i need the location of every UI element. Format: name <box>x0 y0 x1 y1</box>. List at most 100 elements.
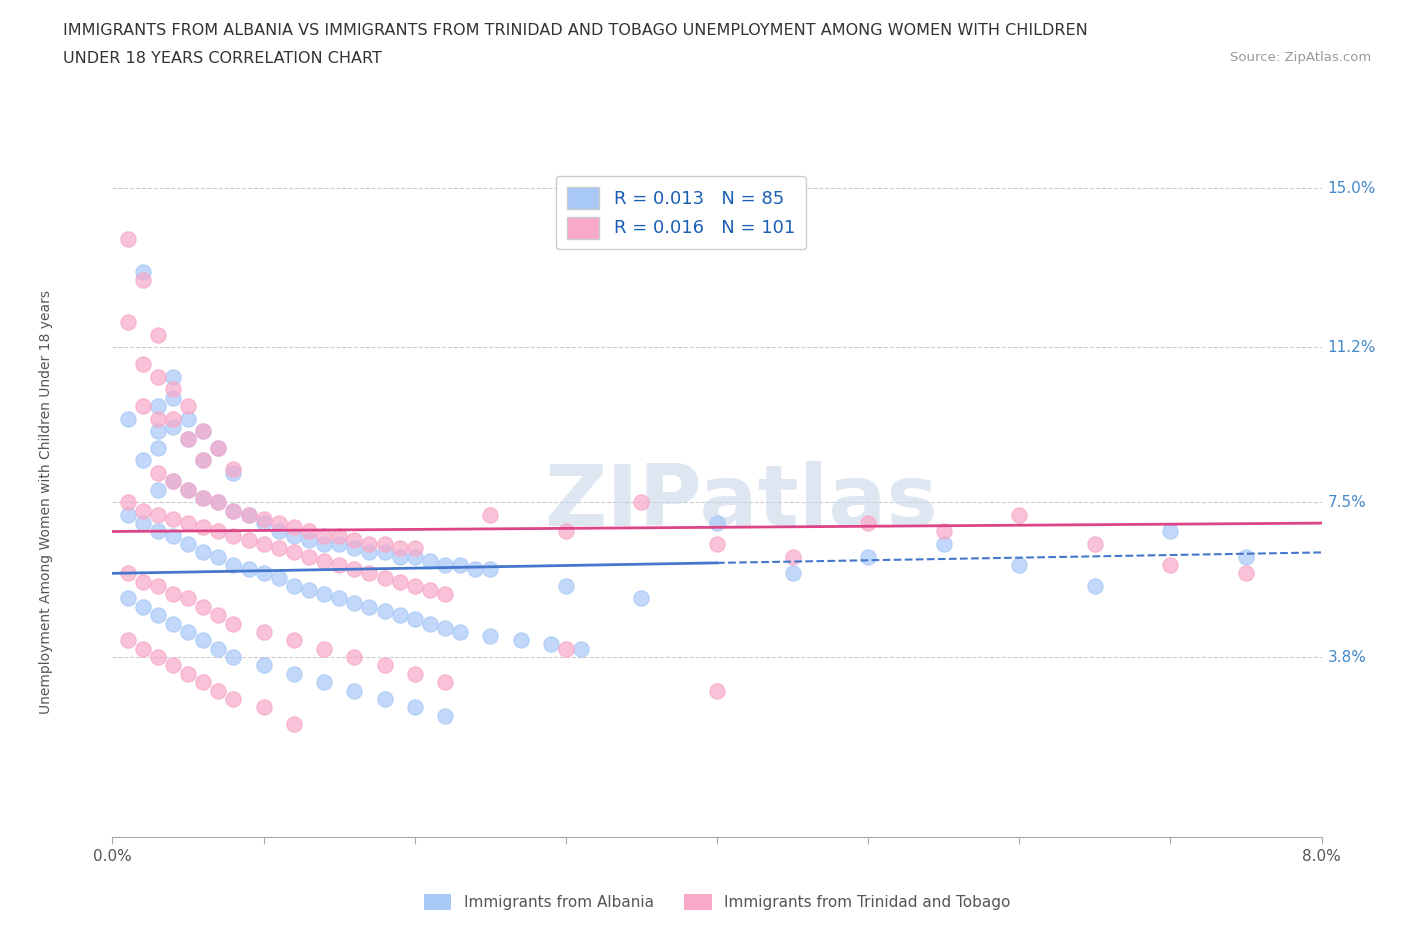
Text: Unemployment Among Women with Children Under 18 years: Unemployment Among Women with Children U… <box>39 290 53 714</box>
Point <box>132 600 155 615</box>
Point <box>222 461 245 476</box>
Point <box>267 515 290 530</box>
Point <box>1008 558 1031 573</box>
Point <box>132 515 155 530</box>
Point <box>146 327 169 342</box>
Point <box>132 264 155 279</box>
Point <box>404 612 426 627</box>
Point <box>782 549 804 564</box>
Point <box>479 508 502 523</box>
Point <box>146 578 169 593</box>
Point <box>162 617 184 631</box>
Point <box>162 474 184 489</box>
Point <box>433 675 456 690</box>
Point <box>253 700 276 715</box>
Point <box>191 675 215 690</box>
Point <box>132 453 155 468</box>
Point <box>283 578 305 593</box>
Point <box>433 620 456 635</box>
Text: 15.0%: 15.0% <box>1327 180 1376 196</box>
Point <box>388 575 411 590</box>
Point <box>1008 508 1031 523</box>
Point <box>191 453 215 468</box>
Point <box>162 411 184 426</box>
Point <box>222 558 245 573</box>
Point <box>298 525 321 539</box>
Point <box>433 558 456 573</box>
Point <box>162 528 184 543</box>
Point <box>177 398 200 413</box>
Point <box>117 591 139 606</box>
Point <box>343 649 366 664</box>
Point <box>222 466 245 481</box>
Point <box>222 649 245 664</box>
Point <box>207 683 229 698</box>
Point <box>162 369 184 384</box>
Point <box>253 625 276 640</box>
Text: 7.5%: 7.5% <box>1327 495 1367 510</box>
Point <box>283 545 305 560</box>
Point <box>253 658 276 673</box>
Point <box>177 625 200 640</box>
Point <box>207 495 229 510</box>
Point <box>404 666 426 681</box>
Point <box>312 553 335 568</box>
Point <box>359 600 381 615</box>
Point <box>177 432 200 447</box>
Point <box>177 483 200 498</box>
Point <box>146 424 169 439</box>
Point <box>132 642 155 657</box>
Point <box>359 565 381 580</box>
Point <box>191 491 215 506</box>
Point <box>117 508 139 523</box>
Point <box>706 515 728 530</box>
Point <box>298 582 321 598</box>
Point <box>117 231 139 246</box>
Point <box>238 508 260 523</box>
Text: Source: ZipAtlas.com: Source: ZipAtlas.com <box>1230 51 1371 64</box>
Point <box>132 398 155 413</box>
Point <box>1234 565 1257 580</box>
Point <box>433 709 456 724</box>
Point <box>373 692 396 707</box>
Point <box>177 515 200 530</box>
Point <box>283 528 305 543</box>
Point <box>554 642 576 657</box>
Text: 3.8%: 3.8% <box>1327 649 1367 665</box>
Point <box>146 525 169 539</box>
Point <box>177 483 200 498</box>
Point <box>540 637 562 652</box>
Point <box>343 541 366 556</box>
Point <box>630 495 652 510</box>
Point <box>191 600 215 615</box>
Point <box>177 537 200 551</box>
Point <box>253 565 276 580</box>
Point <box>238 508 260 523</box>
Point <box>146 466 169 481</box>
Point <box>404 700 426 715</box>
Point <box>373 658 396 673</box>
Point <box>328 558 350 573</box>
Point <box>1084 537 1107 551</box>
Point <box>253 537 276 551</box>
Point <box>177 666 200 681</box>
Point <box>238 562 260 577</box>
Point <box>328 528 350 543</box>
Point <box>222 503 245 518</box>
Point <box>222 692 245 707</box>
Point <box>554 525 576 539</box>
Point <box>479 629 502 644</box>
Point <box>132 357 155 372</box>
Point <box>146 369 169 384</box>
Point <box>191 453 215 468</box>
Point <box>404 549 426 564</box>
Point <box>191 632 215 647</box>
Point <box>162 382 184 397</box>
Point <box>1084 578 1107 593</box>
Point <box>177 411 200 426</box>
Point <box>312 642 335 657</box>
Point <box>479 562 502 577</box>
Point <box>146 649 169 664</box>
Point <box>132 503 155 518</box>
Point <box>782 565 804 580</box>
